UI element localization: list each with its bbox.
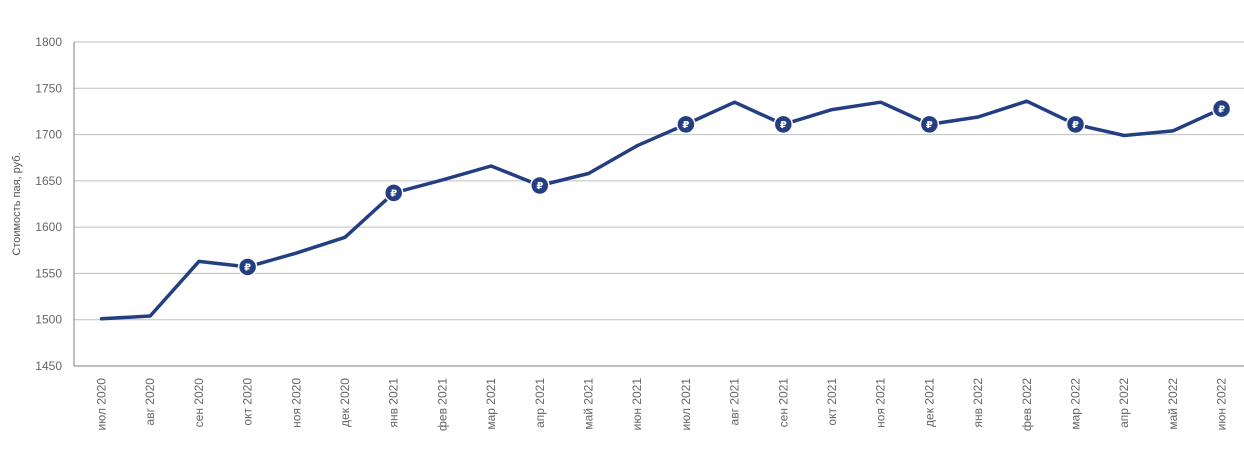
series-line	[99, 99, 1224, 321]
x-tick-label: апр 2022	[1117, 378, 1131, 428]
x-tick-label: авг 2020	[143, 378, 157, 426]
y-tick-label: 1500	[35, 313, 62, 327]
ruble-icon: ₽	[919, 114, 940, 135]
data-point	[1211, 98, 1232, 119]
data-point	[383, 183, 404, 203]
x-tick-label: янв 2021	[387, 378, 401, 428]
ruble-icon: ₽	[383, 183, 404, 203]
data-point	[676, 114, 696, 135]
x-tick-label: май 2021	[582, 378, 596, 430]
ruble-symbol: ₽	[1218, 104, 1225, 115]
data-point	[530, 175, 550, 196]
x-tick-label: май 2022	[1166, 378, 1180, 430]
x-tick-label: дек 2020	[338, 378, 352, 427]
x-tick-label: ноя 2020	[289, 378, 303, 428]
ruble-symbol: ₽	[1072, 120, 1079, 131]
y-tick-label: 1550	[35, 266, 62, 280]
ruble-icon: ₽	[676, 114, 696, 135]
series-group	[99, 99, 1224, 321]
data-point	[773, 114, 794, 135]
ruble-icon: ₽	[773, 114, 794, 135]
x-tick-label: июн 2022	[1215, 378, 1229, 431]
y-tick-label: 1700	[35, 128, 62, 142]
x-tick-label: янв 2022	[971, 378, 985, 428]
x-tick-label: июл 2020	[95, 378, 109, 431]
ruble-icon: ₽	[1211, 98, 1232, 119]
ruble-icon: ₽	[237, 257, 258, 277]
ruble-symbol: ₽	[244, 263, 251, 274]
ruble-symbol: ₽	[926, 120, 933, 131]
ruble-icon: ₽	[1065, 114, 1086, 135]
grid-lines	[74, 41, 1244, 321]
x-tick-label: фев 2021	[435, 378, 449, 431]
y-tick-label: 1750	[35, 81, 62, 95]
y-tick-label: 1800	[35, 35, 62, 49]
y-tick-label: 1600	[35, 220, 62, 234]
ruble-symbol: ₽	[536, 181, 543, 192]
data-point	[919, 114, 940, 135]
x-tick-label: окт 2021	[825, 378, 839, 426]
x-tick-label: авг 2021	[728, 378, 742, 426]
ruble-symbol: ₽	[780, 120, 787, 131]
y-axis-ticks: 1450 1500 1550 1600 1650 1700 1750 1800	[35, 35, 62, 373]
x-axis-ticks: июл 2020 авг 2020 сен 2020 окт 2020 ноя 2020…	[95, 378, 1229, 431]
x-tick-label: мар 2021	[484, 378, 498, 430]
y-axis-label: Стоимость пая, руб.	[11, 152, 23, 255]
x-tick-label: июл 2021	[679, 378, 693, 431]
x-tick-label: дек 2021	[922, 378, 936, 427]
x-tick-label: окт 2020	[241, 378, 255, 426]
ruble-symbol: ₽	[682, 120, 689, 131]
x-tick-label: июн 2021	[630, 378, 644, 431]
data-point	[237, 257, 258, 277]
y-tick-label: 1650	[35, 174, 62, 188]
x-tick-label: ноя 2021	[874, 378, 888, 428]
x-tick-label: мар 2022	[1069, 378, 1083, 430]
data-point	[1065, 114, 1086, 135]
ruble-icon: ₽	[530, 175, 550, 196]
y-tick-label: 1450	[35, 359, 62, 373]
x-tick-label: сен 2021	[776, 378, 790, 428]
ruble-symbol: ₽	[390, 188, 397, 199]
x-tick-label: апр 2021	[533, 378, 547, 428]
x-tick-label: сен 2020	[192, 378, 206, 428]
markers-group: ₽ ₽ ₽ ₽ ₽ ₽ ₽ ₽	[237, 98, 1232, 277]
x-tick-label: фев 2022	[1020, 378, 1034, 431]
